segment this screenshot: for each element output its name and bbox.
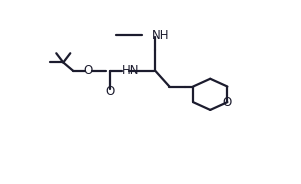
- Text: O: O: [84, 64, 93, 77]
- Text: NH: NH: [151, 29, 169, 42]
- Text: O: O: [223, 96, 232, 109]
- Text: O: O: [105, 85, 115, 98]
- Text: HN: HN: [122, 64, 140, 77]
